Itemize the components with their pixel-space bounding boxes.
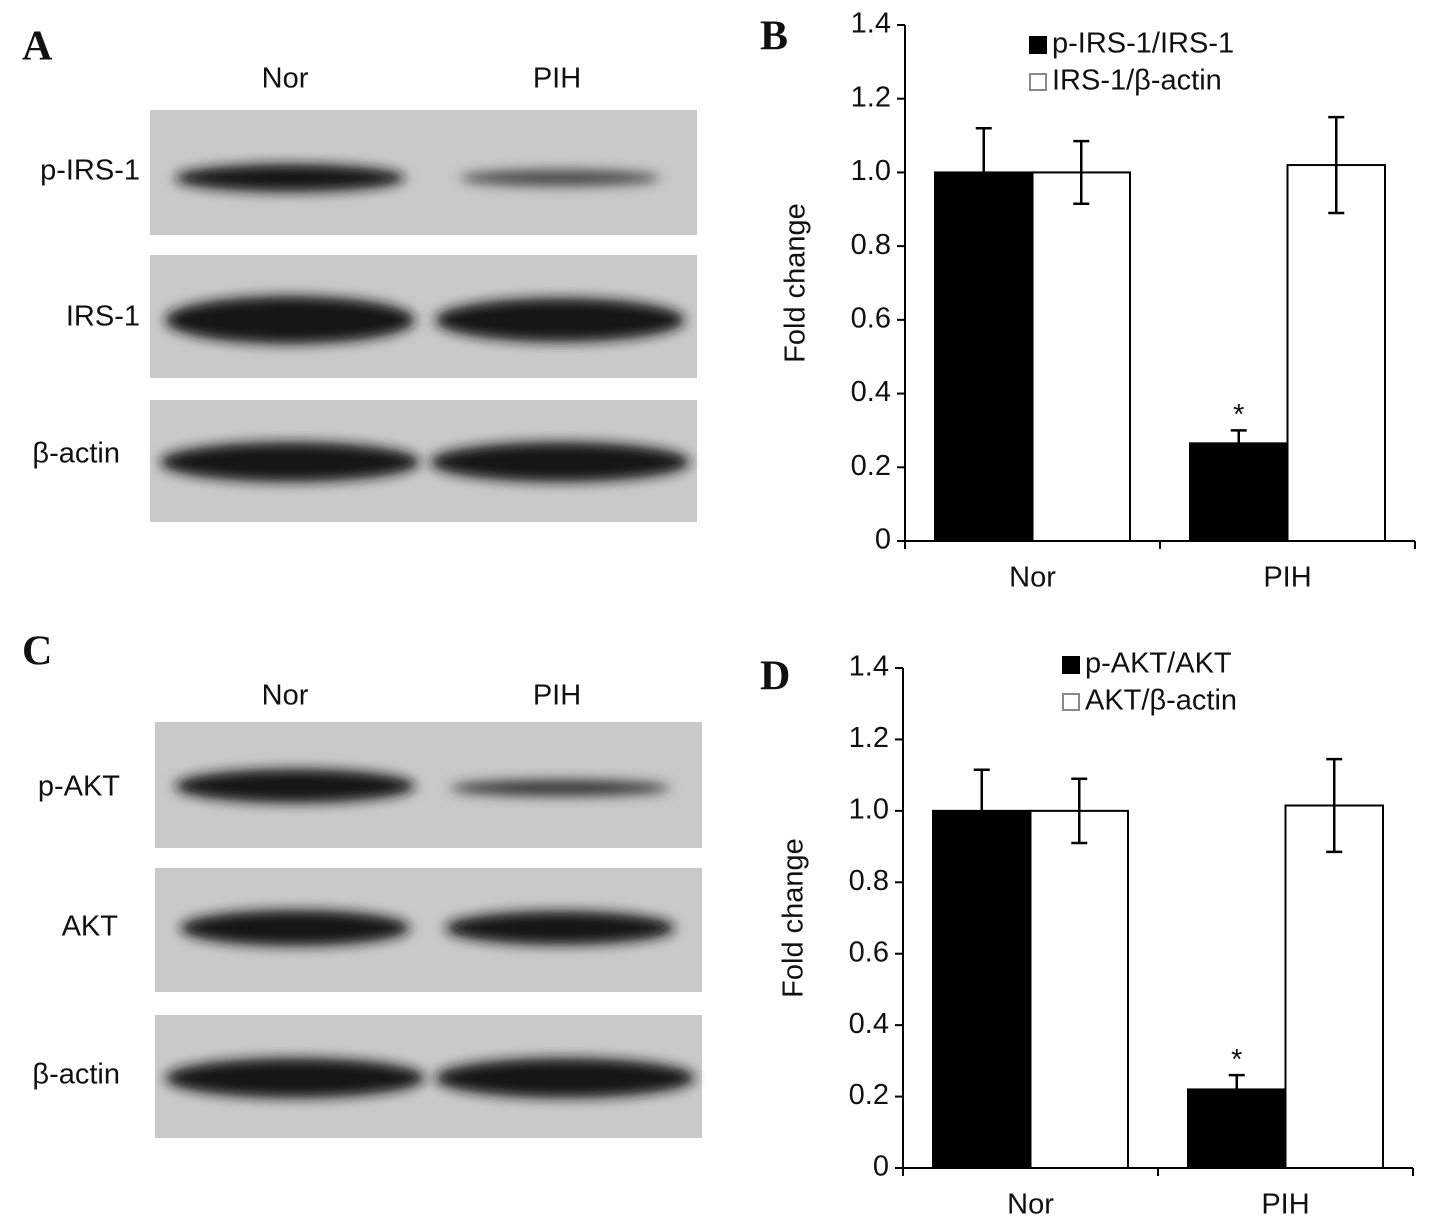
row-label: p-IRS-1	[40, 155, 140, 187]
lane-label: PIH	[533, 63, 581, 95]
error-bar	[975, 126, 992, 218]
bar	[1286, 164, 1386, 543]
bar	[1284, 804, 1384, 1169]
y-tick-label: 1.4	[851, 8, 891, 40]
lane-label: PIH	[533, 680, 581, 712]
x-tick-label: PIH	[1263, 562, 1311, 594]
y-tick-label: 0.8	[851, 229, 891, 261]
y-tick-label: 0.4	[851, 376, 891, 408]
y-tick-label: 0.2	[849, 1079, 889, 1111]
panel-label: C	[22, 629, 52, 675]
x-tick-label: Nor	[1009, 562, 1056, 594]
legend-swatch	[1062, 656, 1080, 674]
bar	[1189, 442, 1289, 543]
y-tick-label: 0	[873, 1151, 889, 1183]
blot-band	[180, 910, 410, 946]
y-axis-label: Fold change	[780, 203, 812, 363]
y-axis-label: Fold change	[778, 838, 810, 998]
y-tick-label: 1.0	[851, 155, 891, 187]
y-tick-label: 0.2	[851, 450, 891, 482]
blot-band	[435, 298, 685, 342]
legend-swatch	[1029, 73, 1047, 91]
y-tick-label: 1.2	[849, 722, 889, 754]
error-bar	[1071, 777, 1088, 845]
x-tick-label: Nor	[1007, 1189, 1054, 1221]
panel-label: D	[760, 654, 790, 700]
row-label: β-actin	[32, 438, 120, 470]
blot-band	[160, 442, 420, 482]
blot-band	[430, 442, 690, 482]
y-tick-label: 0.6	[851, 303, 891, 335]
blot-band	[165, 296, 415, 344]
bar	[932, 809, 1032, 1169]
y-tick-label: 1.4	[849, 651, 889, 683]
y-tick-label: 0.6	[849, 936, 889, 968]
bar-chart: B Fold change 0 0.2 0.4 0.6 0.8 1.0 1.2 1.4 Nor PIH…	[760, 8, 1416, 594]
error-bar	[1326, 757, 1343, 854]
x-tick-label: PIH	[1261, 1189, 1309, 1221]
blot-band	[460, 170, 660, 186]
bar	[934, 171, 1034, 543]
blot-a: A Nor PIH p-IRS-1 IRS-1 β-actin	[22, 24, 697, 522]
y-tick-label: 1.2	[851, 81, 891, 113]
blot-band	[175, 164, 405, 192]
error-bar	[1073, 139, 1090, 206]
blot-band	[165, 1058, 425, 1098]
legend-label: p-AKT/AKT	[1085, 648, 1232, 680]
legend-swatch	[1062, 693, 1080, 711]
row-label: IRS-1	[66, 301, 140, 333]
blot-band	[445, 911, 675, 945]
y-tick-label: 0.8	[849, 865, 889, 897]
panel-label: B	[760, 14, 788, 60]
error-bar	[1228, 1073, 1245, 1105]
blot-c: C Nor PIH p-AKT AKT β-actin	[22, 629, 702, 1138]
bar	[1029, 809, 1129, 1169]
legend-swatch	[1029, 36, 1047, 54]
bar-chart: D Fold change 0 0.2 0.4 0.6 0.8 1.0 1.2 1.4 Nor PIH…	[760, 648, 1414, 1221]
error-bar	[973, 768, 990, 854]
legend-label: AKT/β-actin	[1085, 685, 1237, 717]
legend-label: p-IRS-1/IRS-1	[1052, 28, 1234, 60]
lane-label: Nor	[262, 63, 309, 95]
row-label: AKT	[62, 911, 119, 943]
lane-label: Nor	[262, 680, 309, 712]
bar	[1031, 171, 1131, 543]
y-tick-label: 0	[875, 524, 891, 556]
significance-mark: *	[1231, 1044, 1242, 1076]
blot-band	[450, 780, 670, 796]
blot-band	[175, 769, 415, 803]
legend-label: IRS-1/β-actin	[1052, 65, 1222, 97]
y-tick-label: 0.4	[849, 1008, 889, 1040]
blot-band	[435, 1058, 695, 1098]
row-label: β-actin	[32, 1059, 120, 1091]
significance-mark: *	[1233, 399, 1244, 431]
error-bar	[1230, 429, 1247, 458]
error-bar	[1328, 115, 1345, 215]
panel-label: A	[22, 24, 53, 70]
row-label: p-AKT	[38, 771, 120, 803]
y-tick-label: 1.0	[849, 794, 889, 826]
